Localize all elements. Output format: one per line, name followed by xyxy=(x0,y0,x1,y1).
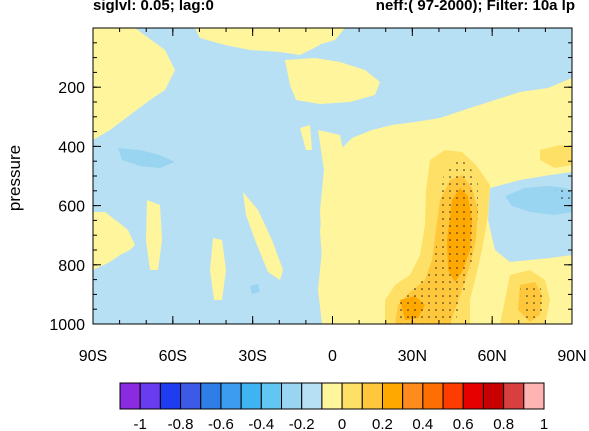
colorbar-swatch xyxy=(119,382,141,410)
x-tick-label: 30S xyxy=(238,348,266,365)
colorbar-swatch xyxy=(301,382,323,410)
y-tick-label: 1000 xyxy=(49,317,85,334)
region-positive-moderate-ne xyxy=(540,145,572,168)
colorbar-swatch xyxy=(381,382,404,410)
colorbar-swatch xyxy=(462,382,484,410)
colorbar-swatch xyxy=(200,382,222,410)
colorbar-swatch xyxy=(361,382,383,410)
colorbar-swatch xyxy=(442,382,464,410)
colorbar-swatch xyxy=(482,382,505,410)
colorbar-label: 0.4 xyxy=(412,416,433,431)
x-tick-label: 90N xyxy=(557,348,586,365)
y-tick-label: 800 xyxy=(58,258,85,275)
colorbar-label: -0.4 xyxy=(248,416,274,431)
colorbar-swatch xyxy=(321,382,343,410)
region-positive-upper-left xyxy=(93,28,175,140)
significance-stippling-east xyxy=(520,283,544,322)
significance-stippling xyxy=(395,160,478,324)
colorbar-label: -0.2 xyxy=(289,416,315,431)
significance-stippling-ne xyxy=(555,186,572,200)
y-tick-label: 600 xyxy=(58,199,85,216)
x-tick-label: 90S xyxy=(79,348,107,365)
colorbar-label: 0.6 xyxy=(453,416,474,431)
region-positive-west-column2 xyxy=(210,238,226,300)
colorbar-swatch xyxy=(220,382,242,410)
colorbar-swatch xyxy=(402,382,424,410)
colorbar-label: 0.8 xyxy=(493,416,514,431)
colorbar-label: -0.6 xyxy=(208,416,234,431)
colorbar-label: 0 xyxy=(338,416,346,431)
colorbar-swatch xyxy=(422,382,444,410)
region-positive-west-column xyxy=(146,200,162,270)
y-tick-label: 400 xyxy=(58,139,85,156)
region-positive-west-tongue xyxy=(243,192,283,280)
colorbar-swatch xyxy=(260,382,283,410)
axis-ticks: 90S 60S 30S 0 30N 60N 90N 200 400 600 800 1000 xyxy=(49,27,587,365)
right-title: neff:( 97-2000); Filter: 10a lp xyxy=(375,0,575,14)
region-negative-moderate-1 xyxy=(118,148,175,168)
colorbar-swatch xyxy=(523,382,545,410)
region-positive-mid-island xyxy=(300,125,312,150)
x-tick-label: 60S xyxy=(159,348,187,365)
colorbar-label: -1 xyxy=(134,416,147,431)
colorbar-swatch xyxy=(503,382,525,410)
colorbar-swatch xyxy=(159,382,182,410)
x-tick-label: 60N xyxy=(477,348,506,365)
region-positive-center-tongue xyxy=(285,58,380,104)
colorbar-swatch xyxy=(281,382,303,410)
colorbar-label: 1 xyxy=(540,416,548,431)
colorbar-swatch xyxy=(341,382,363,410)
left-title: siglvl: 0.05; lag:0 xyxy=(93,0,214,14)
region-negative-right-core xyxy=(505,186,572,215)
y-tick-label: 200 xyxy=(58,80,85,97)
x-tick-label: 30N xyxy=(398,348,427,365)
colorbar-label: -0.8 xyxy=(168,416,194,431)
region-negative-moderate-3 xyxy=(250,284,260,294)
colorbar-swatch xyxy=(180,382,202,410)
colorbar-swatch xyxy=(240,382,262,410)
x-tick-label: 0 xyxy=(328,348,337,365)
region-positive-right-column xyxy=(318,130,345,324)
colorbar-swatch xyxy=(139,382,161,410)
colorbar-label: 0.2 xyxy=(372,416,393,431)
region-positive-upper-mid xyxy=(195,28,320,55)
